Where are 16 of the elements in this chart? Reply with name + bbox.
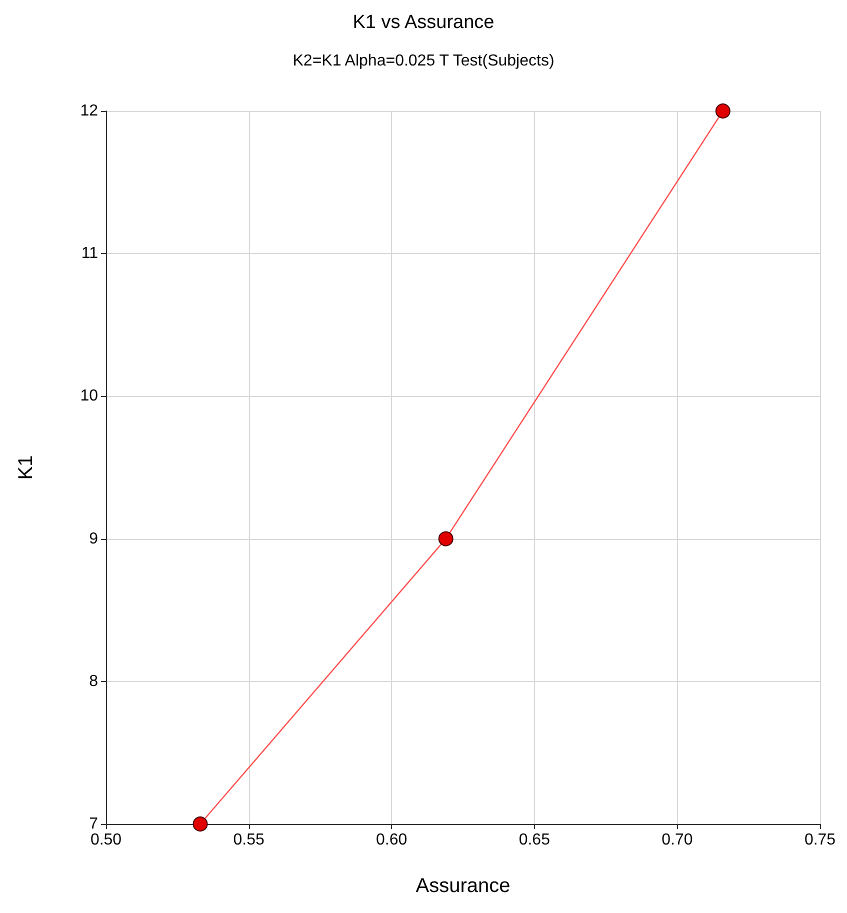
x-tick-label: 0.75 bbox=[804, 832, 836, 848]
chart-subtitle: K2=K1 Alpha=0.025 T Test(Subjects) bbox=[292, 52, 554, 70]
y-tick-label: 10 bbox=[80, 388, 98, 405]
x-tick-label: 0.70 bbox=[662, 832, 693, 848]
x-axis-title: Assurance bbox=[416, 875, 510, 897]
y-tick-label: 7 bbox=[89, 816, 98, 832]
y-axis-title: K1 bbox=[15, 455, 37, 480]
x-tick-label: 0.50 bbox=[90, 832, 122, 848]
y-tick-label: 12 bbox=[80, 102, 98, 120]
x-tick-label: 0.55 bbox=[233, 832, 264, 848]
y-tick-label: 11 bbox=[81, 245, 98, 262]
x-tick-label: 0.65 bbox=[518, 832, 550, 848]
x-tick-label: 0.60 bbox=[376, 832, 408, 848]
y-tick-label: 9 bbox=[89, 530, 98, 548]
y-tick-label: 8 bbox=[89, 672, 98, 690]
chart-title: K1 vs Assurance bbox=[352, 12, 494, 33]
